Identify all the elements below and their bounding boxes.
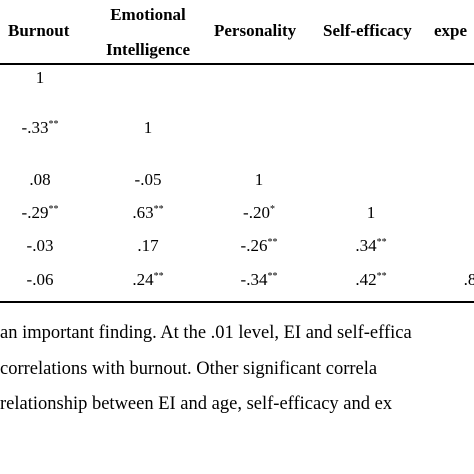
table-cell: 1	[35, 68, 45, 87]
header-personality: Personality	[214, 21, 297, 40]
header-ei-line2: Intelligence	[105, 40, 191, 59]
table-cell: .63**	[132, 203, 164, 222]
table-cell: .17	[137, 236, 159, 255]
table-cell: -.26**	[240, 236, 278, 255]
table-cell: .42**	[355, 270, 387, 289]
table-cell: 1	[366, 203, 376, 222]
header-ei-line1: Emotional	[110, 5, 186, 24]
header-emotional-intelligence: Emotional Intelligence	[104, 4, 192, 60]
table-cell: -.03	[26, 236, 54, 255]
header-self-efficacy: Self-efficacy	[323, 21, 412, 40]
paragraph-line: relationship between EI and age, self-ef…	[0, 394, 393, 414]
table-cell: .08	[29, 170, 51, 189]
header-experience: expe	[434, 21, 468, 40]
table-cell: -.06	[26, 270, 54, 289]
table-cell: .24**	[132, 270, 164, 289]
table-cell: -.29**	[21, 203, 59, 222]
table-cell: -.33**	[21, 118, 59, 137]
table-rule-top	[0, 63, 474, 65]
table-rule-bottom	[0, 301, 474, 303]
paragraph-line: correlations with burnout. Other signifi…	[0, 359, 378, 379]
table-cell: 1	[143, 118, 153, 137]
table-cell: -.20*	[243, 203, 275, 222]
header-burnout: Burnout	[8, 21, 70, 40]
table-cell: 1	[254, 170, 264, 189]
table-cell: -.34**	[240, 270, 278, 289]
paragraph-line: an important finding. At the .01 level, …	[0, 323, 412, 343]
table-cell: -.05	[134, 170, 162, 189]
table-cell: .34**	[355, 236, 387, 255]
table-cell: .8	[463, 270, 474, 289]
